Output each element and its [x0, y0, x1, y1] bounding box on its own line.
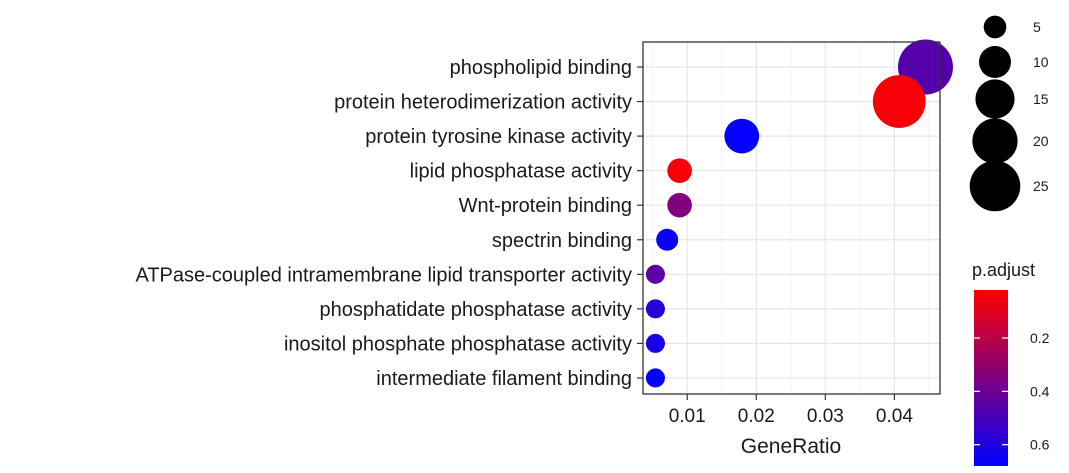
point-inositol-phosphate-phosphatase-activity	[645, 333, 665, 353]
term-label-phosphatidate-phosphatase-activity: phosphatidate phosphatase activity	[320, 299, 632, 321]
term-label-lipid-phosphatase-activity: lipid phosphatase activity	[410, 161, 632, 183]
size-legend-dot	[983, 15, 1007, 39]
term-label-protein-tyrosine-kinase-activity: protein tyrosine kinase activity	[365, 126, 632, 148]
point-intermediate-filament-binding	[645, 368, 665, 388]
color-legend: p.adjust 0.2 0.4 0.6	[972, 260, 1050, 466]
color-bar-label: 0.6	[1030, 437, 1050, 453]
color-legend-title: p.adjust	[972, 260, 1035, 280]
point-protein-tyrosine-kinase-activity	[724, 118, 760, 154]
term-label-inositol-phosphate-phosphatase-activity: inositol phosphate phosphatase activity	[284, 333, 632, 355]
x-axis-title: GeneRatio	[741, 435, 841, 458]
size-legend-dot	[978, 45, 1012, 79]
term-labels: phospholipid binding protein heterodimeri…	[135, 57, 643, 390]
point-protein-heterodimerization-activity	[872, 75, 926, 128]
size-legend-label: 15	[1033, 91, 1049, 107]
x-tick-label: 0.03	[807, 406, 844, 427]
size-legend-dot	[969, 160, 1021, 212]
x-tick-label: 0.04	[876, 406, 913, 427]
term-label-wnt-protein-binding: Wnt-protein binding	[459, 195, 632, 217]
term-label-intermediate-filament-binding: intermediate filament binding	[376, 368, 632, 390]
size-legend-label: 20	[1033, 133, 1049, 149]
point-spectrin-binding	[656, 228, 679, 251]
point-lipid-phosphatase-activity	[667, 158, 692, 183]
size-legend-label: 25	[1033, 178, 1049, 194]
term-label-atpase-coupled-intramembrane-lipid-transporter-activity: ATPase-coupled intramembrane lipid trans…	[135, 264, 632, 286]
term-label-phospholipid-binding: phospholipid binding	[450, 57, 632, 79]
color-bar-label: 0.2	[1030, 330, 1050, 346]
x-axis: 0.01 0.02 0.03 0.04	[669, 394, 913, 427]
size-legend-label: 5	[1033, 19, 1041, 35]
point-wnt-protein-binding	[667, 192, 692, 218]
data-points	[645, 39, 953, 388]
plot-panel-border	[642, 41, 941, 395]
color-bar-label: 0.4	[1030, 383, 1050, 399]
term-label-protein-heterodimerization-activity: protein heterodimerization activity	[334, 92, 632, 114]
color-bar-ticks: 0.2 0.4 0.6	[974, 330, 1050, 453]
term-label-spectrin-binding: spectrin binding	[492, 230, 632, 252]
color-bar	[974, 290, 1008, 466]
size-legend-label: 10	[1033, 54, 1049, 70]
x-tick-label: 0.02	[738, 406, 775, 427]
point-atpase-coupled-intramembrane-lipid-transporter-activity	[645, 264, 665, 284]
size-legend: 5 10 15 20 25	[969, 15, 1049, 212]
size-legend-dot	[975, 79, 1015, 119]
x-tick-label: 0.01	[669, 406, 706, 427]
point-phosphatidate-phosphatase-activity	[645, 299, 665, 319]
size-legend-dot	[972, 118, 1018, 164]
